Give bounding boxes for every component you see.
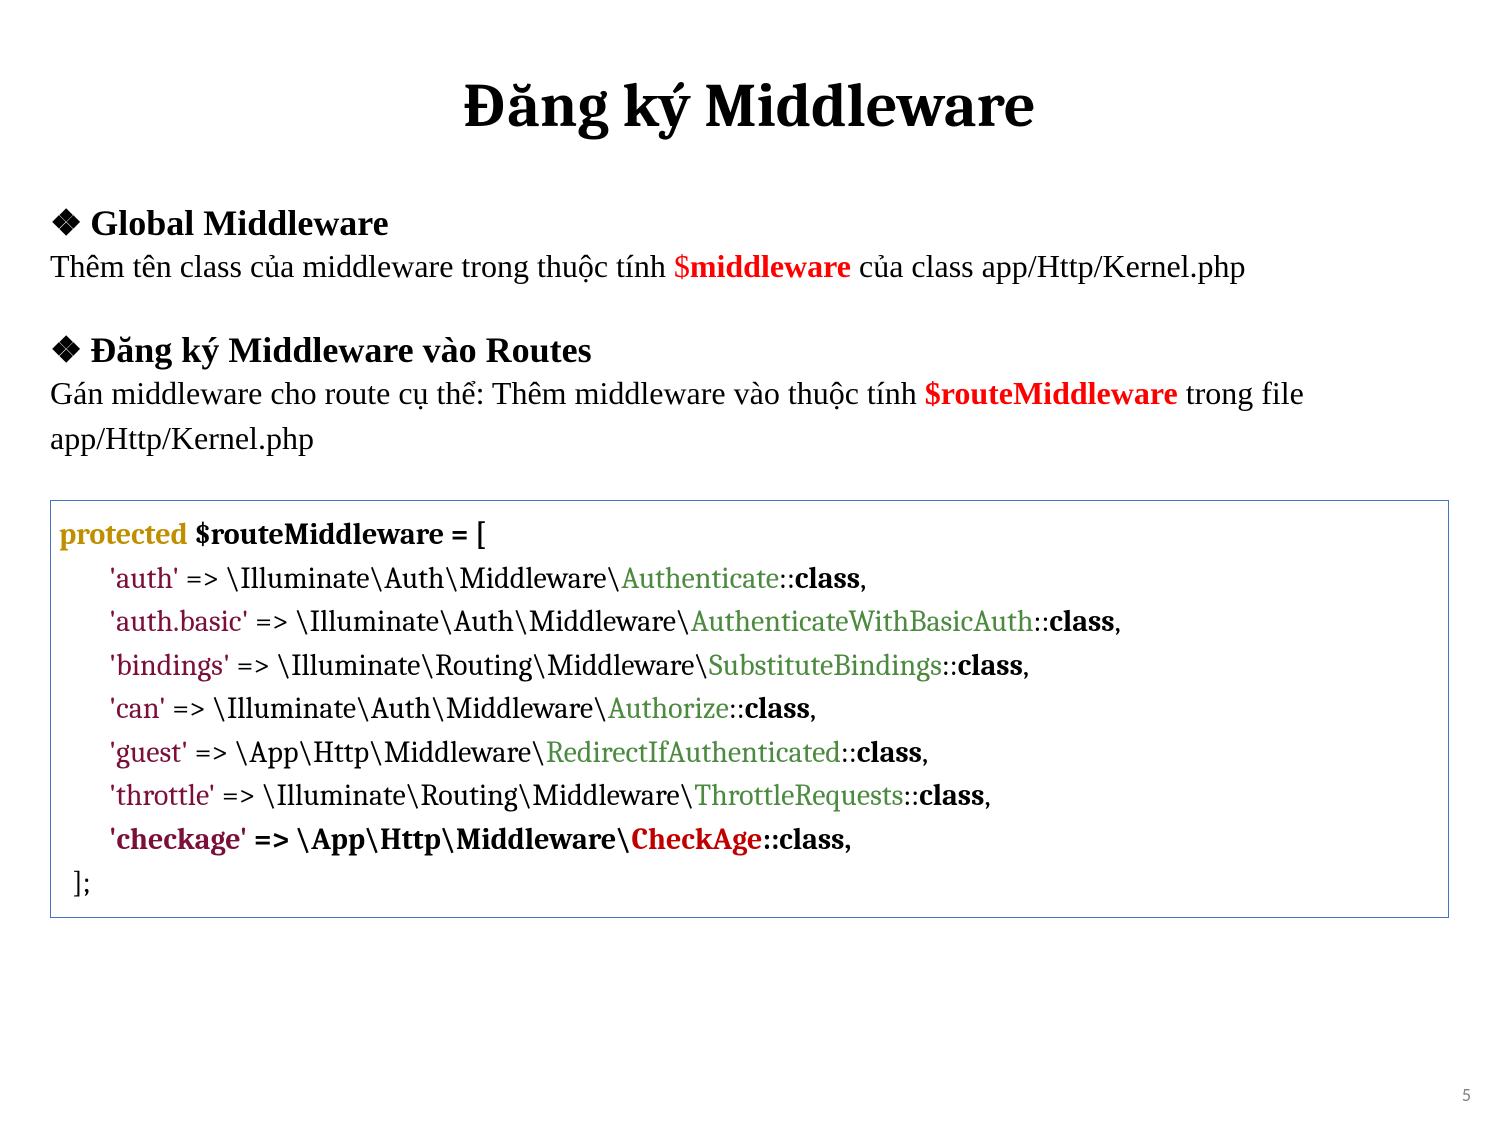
code-classkw: class	[958, 648, 1023, 683]
code-arrow: =>	[230, 648, 276, 683]
kw-var: $routeMiddleware = [	[188, 517, 486, 552]
code-classname: RedirectIfAuthenticated	[546, 735, 841, 770]
section-2-body-pre: Gán middleware cho route cụ thể: Thêm mi…	[50, 375, 925, 411]
code-dcolon: ::	[779, 561, 795, 596]
code-classname: ThrottleRequests	[694, 778, 903, 813]
code-key: 'can'	[109, 691, 166, 726]
code-classkw: class	[857, 735, 922, 770]
code-dcolon: ::	[1034, 604, 1050, 639]
slide: Đăng ký Middleware ❖Global Middleware Th…	[0, 0, 1499, 1124]
page-number: 5	[1462, 1084, 1471, 1106]
section-2-body: Gán middleware cho route cụ thể: Thêm mi…	[50, 371, 1449, 461]
code-namespace: \App\Http\Middleware\	[296, 822, 631, 857]
code-dcolon: ::	[729, 691, 745, 726]
code-arrow: =>	[247, 822, 296, 857]
code-key: 'auth.basic'	[109, 604, 249, 639]
code-comma: ,	[922, 735, 928, 770]
code-line: 'throttle' => \Illuminate\Routing\Middle…	[59, 774, 1440, 818]
code-line: 'can' => \Illuminate\Auth\Middleware\Aut…	[59, 687, 1440, 731]
code-arrow: =>	[166, 691, 212, 726]
code-comma: ,	[1023, 648, 1029, 683]
code-comma: ,	[860, 561, 866, 596]
bullet-icon: ❖	[50, 330, 82, 370]
code-namespace: \Illuminate\Routing\Middleware\	[277, 648, 709, 683]
code-classkw: class	[779, 822, 844, 857]
code-classname: SubstituteBindings	[709, 648, 942, 683]
code-comma: ,	[1115, 604, 1121, 639]
code-line: 'guest' => \App\Http\Middleware\Redirect…	[59, 731, 1440, 775]
code-line: 'auth.basic' => \Illuminate\Auth\Middlew…	[59, 600, 1440, 644]
code-namespace: \Illuminate\Auth\Middleware\	[212, 691, 608, 726]
code-indent: 'guest' => \App\Http\Middleware\Redirect…	[59, 731, 928, 775]
code-line: 'checkage' => \App\Http\Middleware\Check…	[59, 818, 1440, 862]
code-line-close: ];	[59, 861, 1440, 905]
section-1-body: Thêm tên class của middleware trong thuộ…	[50, 244, 1449, 289]
code-classkw: class	[745, 691, 810, 726]
code-namespace: \Illuminate\Routing\Middleware\	[262, 778, 694, 813]
code-key: 'auth'	[109, 561, 179, 596]
code-key: 'guest'	[109, 735, 188, 770]
code-classkw: class	[1049, 604, 1114, 639]
code-dcolon: ::	[903, 778, 919, 813]
code-key: 'bindings'	[109, 648, 230, 683]
code-line-open: protected $routeMiddleware = [	[59, 513, 1440, 557]
section-2-heading: ❖Đăng ký Middleware vào Routes	[50, 329, 1449, 371]
code-classname: Authorize	[608, 691, 729, 726]
code-line: 'bindings' => \Illuminate\Routing\Middle…	[59, 644, 1440, 688]
code-classname: CheckAge	[631, 822, 762, 857]
bullet-icon: ❖	[50, 203, 82, 243]
code-line: 'auth' => \Illuminate\Auth\Middleware\Au…	[59, 557, 1440, 601]
code-block: protected $routeMiddleware = [ 'auth' =>…	[50, 500, 1449, 918]
code-namespace: \Illuminate\Auth\Middleware\	[295, 604, 691, 639]
section-2-var: $routeMiddleware	[925, 375, 1178, 411]
code-comma: ,	[844, 822, 851, 857]
code-arrow: =>	[188, 735, 234, 770]
code-indent: 'checkage' => \App\Http\Middleware\Check…	[59, 818, 851, 862]
code-dcolon: ::	[762, 822, 779, 857]
code-indent: 'auth' => \Illuminate\Auth\Middleware\Au…	[59, 557, 866, 601]
code-indent: 'auth.basic' => \Illuminate\Auth\Middlew…	[59, 600, 1121, 644]
section-1-dollar: $	[674, 248, 690, 284]
code-dcolon: ::	[841, 735, 857, 770]
code-classname: AuthenticateWithBasicAuth	[691, 604, 1034, 639]
code-entries: 'auth' => \Illuminate\Auth\Middleware\Au…	[59, 557, 1440, 862]
code-classname: Authenticate	[621, 561, 779, 596]
page-title: Đăng ký Middleware	[50, 70, 1449, 142]
code-comma: ,	[810, 691, 816, 726]
section-1-body-post: của class app/Http/Kernel.php	[851, 248, 1246, 284]
code-indent: 'throttle' => \Illuminate\Routing\Middle…	[59, 774, 991, 818]
code-classkw: class	[919, 778, 984, 813]
code-comma: ,	[984, 778, 990, 813]
section-1-heading: ❖Global Middleware	[50, 202, 1449, 244]
code-dcolon: ::	[942, 648, 958, 683]
section-1-heading-text: Global Middleware	[90, 203, 388, 243]
section-2-heading-text: Đăng ký Middleware vào Routes	[90, 330, 591, 370]
code-indent: 'can' => \Illuminate\Auth\Middleware\Aut…	[59, 687, 816, 731]
code-indent: 'bindings' => \Illuminate\Routing\Middle…	[59, 644, 1029, 688]
code-arrow: =>	[179, 561, 225, 596]
kw-protected: protected	[59, 517, 188, 552]
code-key: 'checkage'	[109, 822, 247, 857]
code-namespace: \App\Http\Middleware\	[235, 735, 546, 770]
code-arrow: =>	[215, 778, 261, 813]
code-classkw: class	[795, 561, 860, 596]
section-1-middleware: middleware	[690, 248, 851, 284]
code-key: 'throttle'	[109, 778, 215, 813]
code-namespace: \Illuminate\Auth\Middleware\	[226, 561, 622, 596]
code-arrow: =>	[249, 604, 295, 639]
section-1-body-pre: Thêm tên class của middleware trong thuộ…	[50, 248, 674, 284]
